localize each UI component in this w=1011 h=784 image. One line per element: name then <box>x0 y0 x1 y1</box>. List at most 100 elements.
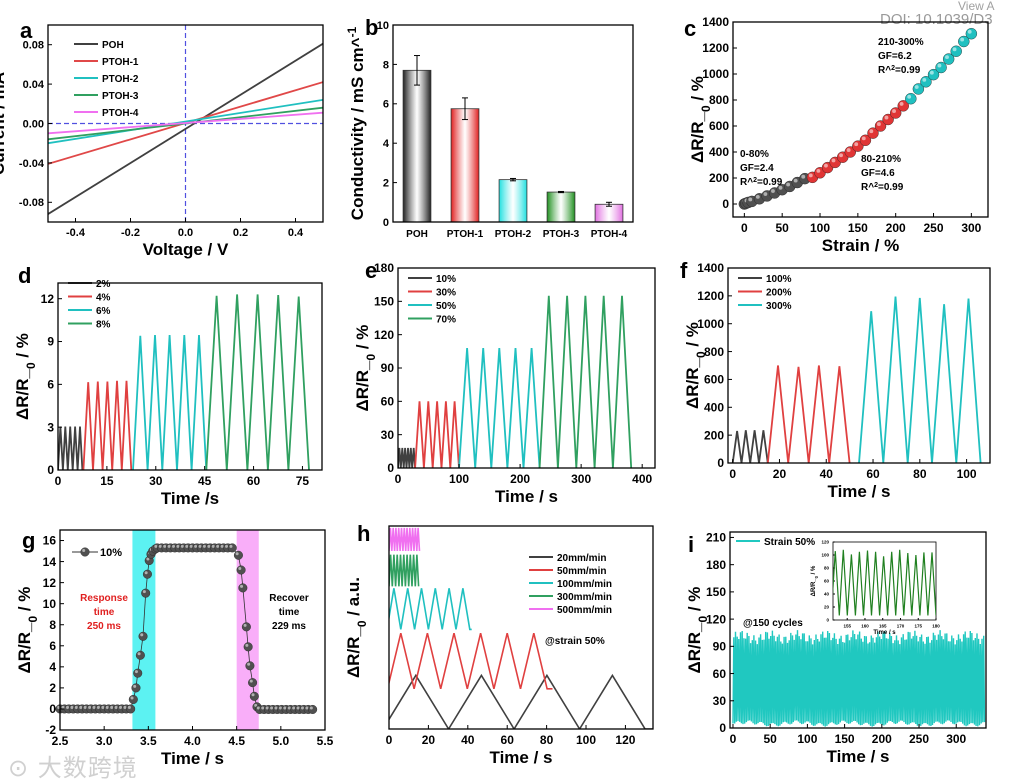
category-label: PTOH-4 <box>591 229 628 240</box>
data-point-highlight <box>892 109 896 113</box>
data-point-highlight <box>240 584 244 588</box>
y-tick-label: 0 <box>722 197 729 211</box>
x-tick-label: 3.5 <box>140 734 157 748</box>
x-tick-label: 160 <box>861 624 869 629</box>
legend-label: 6% <box>96 306 111 317</box>
y-tick-label: 120 <box>706 612 726 626</box>
data-point-highlight <box>167 544 171 548</box>
data-point <box>128 694 138 704</box>
view-article-link[interactable]: View A <box>958 0 995 13</box>
y-tick-label: -0.04 <box>19 158 45 170</box>
data-point <box>243 642 253 652</box>
x-tick-label: 0 <box>55 474 62 488</box>
x-tick-label: -0.2 <box>121 227 140 239</box>
data-point-highlight <box>967 29 972 34</box>
x-tick-label: 45 <box>198 474 212 488</box>
chart-panel-h: h 20mm/min 50mm/min 100mm/min 300mm/min 500mm… <box>344 521 654 767</box>
data-point <box>131 683 141 693</box>
y-axis-label: Current / mA <box>0 72 8 175</box>
legend-label: PTOH-1 <box>102 57 139 68</box>
x-tick-label: 300 <box>946 732 966 746</box>
legend-label: 300mm/min <box>557 592 612 603</box>
y-tick-label: 6 <box>47 378 54 392</box>
y-tick-label: 1400 <box>697 261 724 275</box>
panel-label: h <box>357 521 370 546</box>
y-tick-label: 60 <box>713 667 727 681</box>
y-axis-label: ΔR/R_0 / % <box>15 587 40 674</box>
panel-label: b <box>365 15 378 40</box>
x-tick-label: 0.4 <box>288 227 304 239</box>
data-point-highlight <box>83 705 87 709</box>
data-point-highlight <box>92 705 96 709</box>
data-point-highlight <box>130 696 134 700</box>
plot-frame <box>388 525 654 730</box>
data-point-highlight <box>185 544 189 548</box>
panel-label: c <box>684 16 696 41</box>
x-tick-label: 60 <box>866 467 880 481</box>
series-line-50mm/min <box>389 633 553 690</box>
y-tick-label: 40 <box>824 592 830 597</box>
band-label: Recover <box>269 593 309 604</box>
data-point-highlight <box>778 185 783 190</box>
data-point-highlight <box>274 706 278 710</box>
series-line-Strain 50% <box>732 630 986 727</box>
plot-frame <box>397 267 656 469</box>
data-point <box>126 704 136 714</box>
x-tick-label: 30 <box>149 474 163 488</box>
data-point-highlight <box>235 552 239 556</box>
data-point-highlight <box>771 189 775 193</box>
x-tick-label: 250 <box>924 221 944 235</box>
data-point-highlight <box>180 544 184 548</box>
data-point <box>236 565 246 575</box>
data-point-highlight <box>287 706 291 710</box>
data-point-highlight <box>748 197 753 202</box>
y-tick-label: 30 <box>381 428 395 442</box>
data-point <box>245 661 255 671</box>
data-point-highlight <box>207 544 211 548</box>
x-tick-label: 5.5 <box>317 734 334 748</box>
y-tick-label: 400 <box>709 145 729 159</box>
fit-annotation: 80-210% <box>861 154 901 165</box>
data-point-highlight <box>763 192 768 196</box>
series-line-2% <box>58 426 84 470</box>
data-point-highlight <box>952 47 957 52</box>
data-point-highlight <box>261 706 265 710</box>
y-tick-label: 60 <box>381 395 395 409</box>
inset-chart: 155 160 165 170 175 180 0 20 40 60 80 100 120 Time / … <box>811 540 940 636</box>
data-point-highlight <box>140 633 144 637</box>
panel-label: e <box>365 258 377 283</box>
y-tick-label: 0 <box>49 702 56 716</box>
chart-panel-f: f 100%200%300%0 20 40 60 80 100020040060080010… <box>680 258 991 501</box>
band-label: 250 ms <box>87 621 121 632</box>
data-point <box>905 92 917 105</box>
data-point-highlight <box>96 705 100 709</box>
legend-label: 300% <box>766 301 792 312</box>
data-point-highlight <box>79 705 83 709</box>
data-point-highlight <box>105 705 109 709</box>
series-line-10% <box>398 447 416 468</box>
data-point-highlight <box>283 706 287 710</box>
data-point-highlight <box>251 693 255 697</box>
y-tick-label: 0 <box>826 618 829 623</box>
y-tick-label: 120 <box>821 540 829 545</box>
y-tick-label: 100 <box>821 553 829 558</box>
series-line-100% <box>731 430 769 463</box>
y-tick-label: 3 <box>47 420 54 434</box>
data-point-highlight <box>216 544 220 548</box>
y-tick-label: 0 <box>47 463 54 477</box>
chart-panel-e: e 10% 30% 50% 70% 0 100 200 300 400 0 30 60 90 120 150 1… <box>353 258 656 506</box>
y-tick-label: 9 <box>47 335 54 349</box>
data-point-highlight <box>66 705 70 709</box>
watermark-logo: ⊙ 大数跨境 <box>8 754 138 782</box>
x-tick-label: 80 <box>540 733 554 747</box>
data-point-highlight <box>137 652 141 656</box>
x-tick-label: 150 <box>848 221 868 235</box>
y-tick-label: 4 <box>383 138 390 150</box>
x-tick-label: 2.5 <box>52 734 69 748</box>
x-tick-label: 165 <box>879 624 887 629</box>
fit-annotation: GF=6.2 <box>878 51 912 62</box>
y-tick-label: 2 <box>383 177 389 189</box>
data-point-highlight <box>247 662 251 666</box>
series-line-4% <box>82 380 133 470</box>
y-tick-label: 1200 <box>702 41 729 55</box>
